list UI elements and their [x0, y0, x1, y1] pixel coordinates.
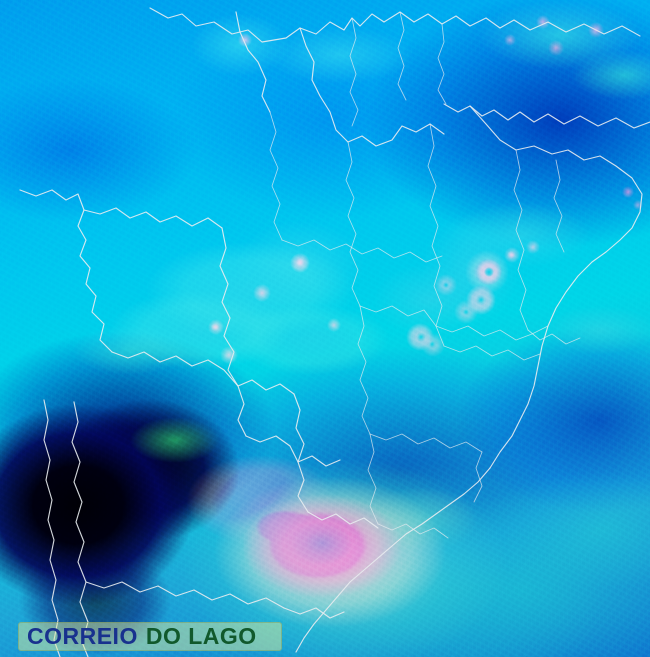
watermark-correio-do-lago: CORREIO DO LAGO: [18, 622, 282, 651]
watermark-text-secondary: DO LAGO: [145, 623, 257, 649]
watermark-text-primary: CORREIO: [27, 623, 138, 649]
